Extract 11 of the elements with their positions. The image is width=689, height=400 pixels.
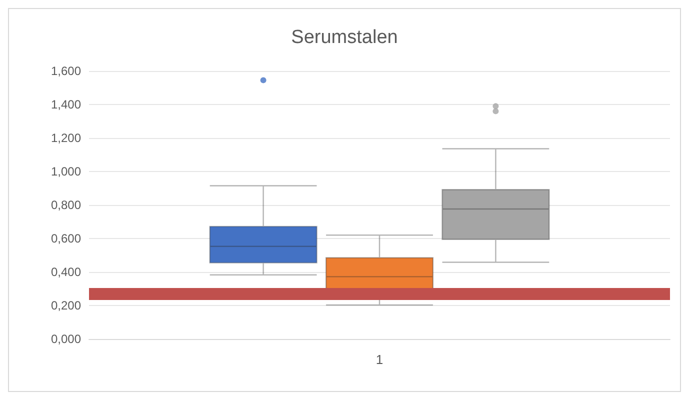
y-tick-label: 0,000 <box>50 332 82 346</box>
chart-title: Serumstalen <box>291 27 398 48</box>
y-tick-label: 1,400 <box>50 98 82 112</box>
y-tick-label: 1,000 <box>50 164 82 178</box>
y-tick-label: 0,200 <box>50 298 82 312</box>
y-tick-label: 1,200 <box>50 131 82 145</box>
x-tick-label: 1 <box>376 352 384 367</box>
y-tick-label: 0,800 <box>50 198 82 212</box>
y-tick-label: 0,600 <box>50 232 82 246</box>
y-tick-label: 1,600 <box>50 64 82 78</box>
y-tick-label: 0,400 <box>50 265 82 279</box>
